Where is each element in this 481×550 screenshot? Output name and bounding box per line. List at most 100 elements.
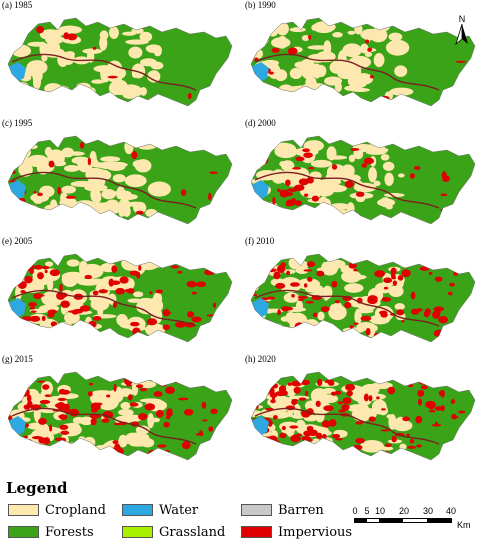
cropland-patch — [18, 162, 33, 177]
cropland-patch — [276, 22, 289, 36]
impervious-patch — [270, 399, 276, 404]
impervious-patch — [295, 214, 307, 217]
impervious-patch — [89, 413, 101, 419]
impervious-patch — [44, 269, 48, 274]
impervious-patch — [320, 306, 330, 312]
impervious-patch — [130, 321, 140, 327]
impervious-patch — [87, 157, 92, 166]
cropland-patch — [279, 207, 287, 216]
cropland-patch — [350, 386, 367, 402]
impervious-patch — [113, 383, 117, 392]
map-panel-1995: (c) 1995 — [0, 118, 238, 225]
impervious-patch — [355, 421, 363, 425]
impervious-patch — [346, 390, 353, 397]
cropland-patch — [30, 192, 50, 203]
cropland-patch — [320, 198, 332, 210]
cropland-patch — [329, 303, 338, 317]
impervious-patch — [391, 435, 397, 443]
cropland-patch — [251, 261, 263, 278]
panel-label: (f) 2010 — [245, 236, 275, 246]
impervious-patch — [285, 179, 291, 187]
impervious-patch — [199, 446, 208, 453]
cropland-patch — [10, 24, 20, 32]
cropland-patch — [380, 153, 390, 161]
impervious-patch — [353, 322, 359, 325]
impervious-patch — [445, 144, 456, 149]
impervious-patch — [37, 272, 44, 280]
cropland-patch — [321, 394, 339, 403]
impervious-patch — [416, 444, 422, 448]
scale-tick: 40 — [445, 506, 457, 516]
impervious-patch — [49, 424, 53, 432]
cropland-patch — [283, 292, 300, 303]
impervious-patch — [36, 25, 45, 34]
cropland-patch — [147, 413, 155, 429]
impervious-patch — [20, 445, 26, 450]
cropland-patch — [13, 441, 31, 448]
impervious-patch — [307, 276, 313, 282]
land-cover-map — [7, 253, 233, 343]
river — [254, 53, 440, 91]
impervious-patch — [380, 429, 390, 432]
cropland-patch — [328, 209, 353, 220]
impervious-patch — [212, 302, 217, 308]
cropland-patch — [137, 297, 155, 305]
cropland-patch — [18, 204, 40, 217]
cropland-patch — [90, 297, 110, 311]
impervious-patch — [47, 312, 55, 318]
cropland-patch — [310, 85, 332, 99]
impervious-patch — [16, 381, 27, 388]
cropland-patch — [295, 419, 306, 434]
impervious-patch — [57, 186, 61, 195]
impervious-patch — [38, 417, 47, 425]
impervious-patch — [8, 170, 17, 174]
impervious-patch — [303, 269, 313, 272]
impervious-patch — [293, 184, 305, 191]
cropland-patch — [356, 322, 376, 331]
cropland-patch — [364, 52, 373, 57]
impervious-patch — [387, 386, 396, 395]
impervious-patch — [106, 394, 111, 398]
region-outline — [7, 17, 233, 107]
impervious-patch — [25, 385, 30, 389]
cropland-patch — [19, 91, 36, 96]
cropland-patch — [76, 82, 91, 92]
land-cover-layer — [251, 372, 475, 460]
panel-label: (c) 1995 — [2, 118, 33, 128]
cropland-patch — [280, 316, 290, 322]
cropland-patch — [8, 386, 26, 393]
land-cover-map — [7, 17, 233, 107]
impervious-patch — [24, 446, 31, 455]
land-cover-layer — [8, 136, 232, 224]
impervious-patch — [101, 418, 110, 423]
impervious-patch — [440, 208, 450, 213]
impervious-patch — [368, 395, 373, 402]
cropland-patch — [289, 27, 306, 33]
impervious-patch — [424, 308, 431, 316]
impervious-patch — [338, 409, 346, 413]
cropland-patch — [128, 46, 143, 59]
impervious-patch — [24, 275, 33, 284]
cropland-patch — [389, 87, 414, 96]
legend-label: Water — [159, 502, 199, 518]
impervious-patch — [419, 266, 430, 271]
impervious-patch — [41, 315, 46, 321]
impervious-patch — [28, 447, 33, 453]
impervious-patch — [291, 399, 298, 406]
impervious-patch — [60, 430, 70, 435]
impervious-patch — [458, 442, 465, 449]
impervious-patch — [374, 270, 386, 278]
impervious-patch — [8, 433, 17, 438]
impervious-patch — [163, 311, 172, 315]
impervious-patch — [175, 321, 186, 328]
impervious-patch — [379, 310, 388, 315]
cropland-patch — [133, 291, 144, 298]
impervious-patch — [342, 397, 352, 404]
cropland-patch — [385, 39, 410, 56]
impervious-patch — [297, 295, 308, 299]
impervious-patch — [79, 141, 85, 149]
impervious-patch — [155, 409, 164, 418]
impervious-patch — [344, 180, 354, 188]
cropland-patch — [77, 436, 86, 445]
impervious-patch — [456, 431, 467, 438]
